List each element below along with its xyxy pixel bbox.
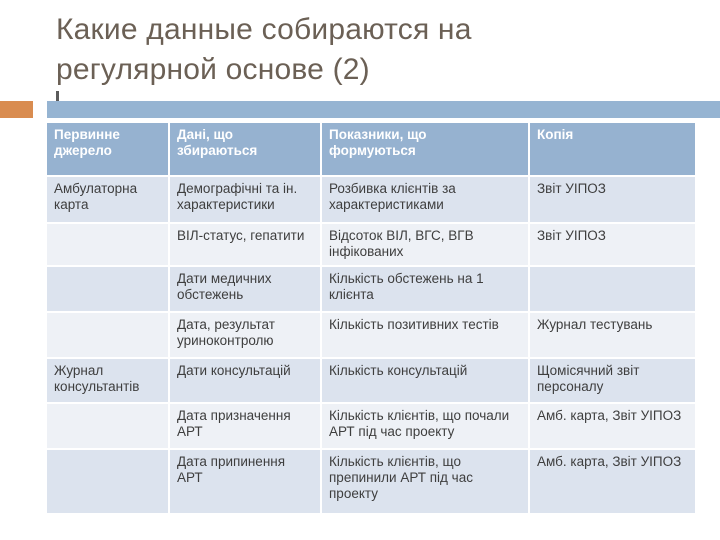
table-cell <box>47 224 168 265</box>
table-row: Амбулаторна карта Демографічні та ін. ха… <box>47 177 695 222</box>
table-cell: Дати консультацій <box>170 359 320 402</box>
table-cell: Кількість клієнтів, що препинили АРТ під… <box>322 450 528 513</box>
table-cell: Дата, результат уриноконтролю <box>170 313 320 357</box>
table-cell: Щомісячний звіт персоналу <box>530 359 695 402</box>
slide-title-line-2: регулярной основе (2) <box>56 53 370 86</box>
slide-title-line-1: Какие данные собираются на <box>56 13 472 46</box>
table-cell: Кількість обстежень на 1 клієнта <box>322 267 528 311</box>
table-cell: Амб. карта, Звіт УІПОЗ <box>530 450 695 513</box>
column-header-label: Копія <box>537 127 574 142</box>
table-cell: Розбивка клієнтів за характеристиками <box>322 177 528 222</box>
table-cell: Журнал тестувань <box>530 313 695 357</box>
table-cell <box>530 267 695 311</box>
accent-blue-bar <box>47 101 720 118</box>
table-cell <box>47 267 168 311</box>
table-row: Журнал консультантів Дати консультацій К… <box>47 359 695 402</box>
table-cell: Журнал консультантів <box>47 359 168 402</box>
column-header-label: Первинне джерело <box>54 127 120 158</box>
table-cell: Кількість клієнтів, що почали АРТ під ча… <box>322 404 528 448</box>
table-cell: Дата припинення АРТ <box>170 450 320 513</box>
table-row: Дата припинення АРТ Кількість клієнтів, … <box>47 450 695 513</box>
table-cell: Демографічні та ін. характеристики <box>170 177 320 222</box>
table-row: Дата призначення АРТ Кількість клієнтів,… <box>47 404 695 448</box>
table-cell: Амб. карта, Звіт УІПОЗ <box>530 404 695 448</box>
table-cell <box>47 450 168 513</box>
table-cell: Амбулаторна карта <box>47 177 168 222</box>
column-header-copy: Копія <box>530 123 695 175</box>
column-header-label: Дані, що збираються <box>177 127 258 158</box>
column-header-primary-source: Первинне джерело <box>47 123 168 175</box>
accent-orange-block <box>0 101 33 118</box>
data-table: Первинне джерело Дані, що збираються Пок… <box>45 121 697 515</box>
table-header-row: Первинне джерело Дані, що збираються Пок… <box>47 123 695 175</box>
slide-title: Какие данные собираются на регулярной ос… <box>56 10 696 90</box>
table-row: Дати медичних обстежень Кількість обстеж… <box>47 267 695 311</box>
table-cell: Дати медичних обстежень <box>170 267 320 311</box>
table-cell: Дата призначення АРТ <box>170 404 320 448</box>
column-header-indicators: Показники, що формуються <box>322 123 528 175</box>
table-cell: Звіт УІПОЗ <box>530 177 695 222</box>
table-cell: ВІЛ-статус, гепатити <box>170 224 320 265</box>
table-cell: Кількість консультацій <box>322 359 528 402</box>
table-cell: Кількість позитивних тестів <box>322 313 528 357</box>
table-row: ВІЛ-статус, гепатити Відсоток ВІЛ, ВГС, … <box>47 224 695 265</box>
table-cell: Відсоток ВІЛ, ВГС, ВГВ інфікованих <box>322 224 528 265</box>
table-cell <box>47 404 168 448</box>
table-cell: Звіт УІПОЗ <box>530 224 695 265</box>
table-row: Дата, результат уриноконтролю Кількість … <box>47 313 695 357</box>
column-header-label: Показники, що формуються <box>329 127 427 158</box>
text-cursor-mark <box>56 91 59 101</box>
table-cell <box>47 313 168 357</box>
column-header-data-collected: Дані, що збираються <box>170 123 320 175</box>
